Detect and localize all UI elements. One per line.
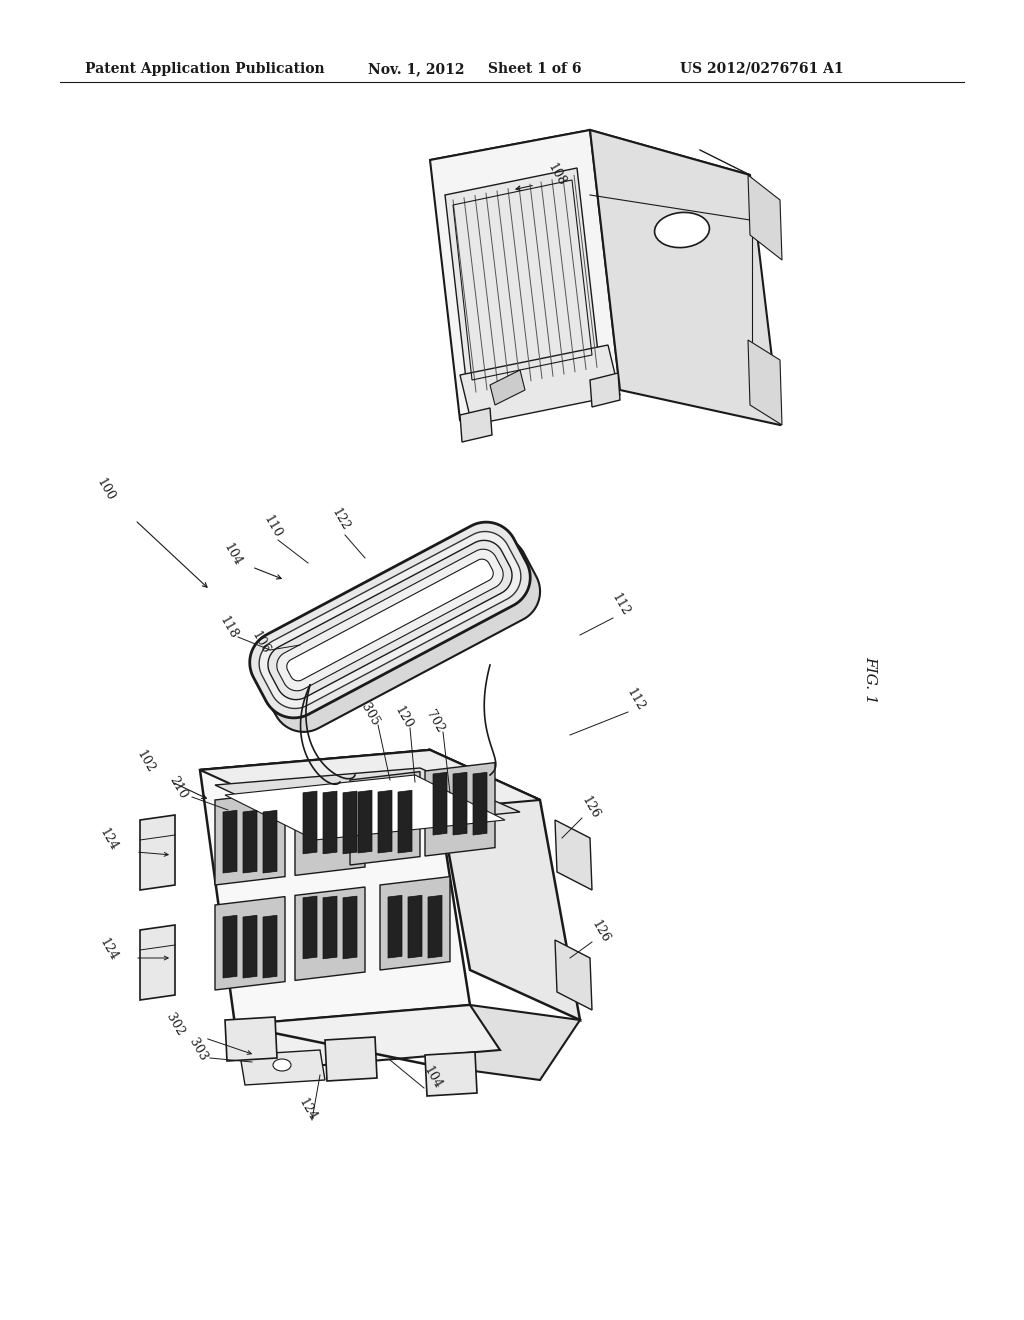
Polygon shape <box>276 549 503 690</box>
Text: 120: 120 <box>391 705 415 731</box>
Polygon shape <box>223 915 237 978</box>
Text: 104: 104 <box>421 1064 443 1092</box>
Text: 112: 112 <box>608 591 632 619</box>
Polygon shape <box>234 1005 500 1071</box>
Polygon shape <box>200 750 470 1026</box>
Text: US 2012/0276761 A1: US 2012/0276761 A1 <box>680 62 844 77</box>
Polygon shape <box>430 129 620 420</box>
Polygon shape <box>240 1049 325 1085</box>
Polygon shape <box>430 129 750 205</box>
Polygon shape <box>140 814 175 890</box>
Text: 108: 108 <box>545 161 568 189</box>
Polygon shape <box>323 791 337 854</box>
Polygon shape <box>473 772 487 836</box>
Polygon shape <box>378 791 392 853</box>
Polygon shape <box>343 896 357 958</box>
Polygon shape <box>490 370 525 405</box>
Polygon shape <box>323 896 337 958</box>
Text: 126: 126 <box>579 795 601 821</box>
Polygon shape <box>433 772 447 836</box>
Polygon shape <box>590 374 620 407</box>
Polygon shape <box>325 1038 377 1081</box>
Polygon shape <box>388 895 402 958</box>
Polygon shape <box>215 792 285 884</box>
Text: 102: 102 <box>133 748 157 776</box>
Polygon shape <box>259 532 521 709</box>
Text: 104: 104 <box>220 541 244 569</box>
Polygon shape <box>268 540 512 700</box>
Text: 702: 702 <box>424 709 446 735</box>
Polygon shape <box>428 895 442 958</box>
Text: 302: 302 <box>164 1011 186 1039</box>
Polygon shape <box>200 750 540 820</box>
Text: 122: 122 <box>329 507 351 533</box>
Polygon shape <box>259 536 540 731</box>
Polygon shape <box>303 896 317 958</box>
Polygon shape <box>215 896 285 990</box>
Text: 124: 124 <box>295 1097 318 1123</box>
Text: 305: 305 <box>358 701 382 729</box>
Polygon shape <box>200 750 540 820</box>
Polygon shape <box>445 168 600 397</box>
Polygon shape <box>215 768 520 832</box>
Text: 303: 303 <box>186 1036 210 1064</box>
Polygon shape <box>425 1052 477 1096</box>
Polygon shape <box>460 345 620 425</box>
Polygon shape <box>430 750 580 1020</box>
Polygon shape <box>295 887 365 981</box>
Polygon shape <box>250 523 530 718</box>
Polygon shape <box>225 1016 278 1061</box>
Polygon shape <box>350 772 420 865</box>
Text: FIG. 1: FIG. 1 <box>863 656 877 704</box>
Polygon shape <box>243 915 257 978</box>
Text: 106: 106 <box>249 630 271 656</box>
Text: 124: 124 <box>96 936 120 964</box>
Ellipse shape <box>654 213 710 248</box>
Text: 112: 112 <box>624 686 646 714</box>
Polygon shape <box>263 915 278 978</box>
Text: 210: 210 <box>167 775 189 801</box>
Ellipse shape <box>273 1059 291 1071</box>
Polygon shape <box>358 791 372 853</box>
Polygon shape <box>343 791 357 854</box>
Polygon shape <box>748 341 782 425</box>
Text: 126: 126 <box>589 919 611 945</box>
Polygon shape <box>555 940 592 1010</box>
Text: Nov. 1, 2012: Nov. 1, 2012 <box>368 62 465 77</box>
Text: Patent Application Publication: Patent Application Publication <box>85 62 325 77</box>
Text: 100: 100 <box>93 477 117 504</box>
Polygon shape <box>408 895 422 958</box>
Polygon shape <box>555 820 592 890</box>
Polygon shape <box>303 791 317 854</box>
Polygon shape <box>453 772 467 836</box>
Polygon shape <box>223 810 237 873</box>
Polygon shape <box>243 810 257 873</box>
Polygon shape <box>225 775 505 840</box>
Polygon shape <box>398 791 412 853</box>
Polygon shape <box>590 129 780 425</box>
Text: 124: 124 <box>96 826 120 854</box>
Text: Sheet 1 of 6: Sheet 1 of 6 <box>488 62 582 77</box>
Polygon shape <box>460 408 492 442</box>
Polygon shape <box>748 176 782 260</box>
Polygon shape <box>425 763 495 855</box>
Text: 118: 118 <box>216 614 240 642</box>
Polygon shape <box>140 925 175 1001</box>
Polygon shape <box>263 810 278 873</box>
Text: 110: 110 <box>260 513 284 541</box>
Polygon shape <box>287 560 494 681</box>
Polygon shape <box>430 1005 580 1080</box>
Polygon shape <box>295 781 365 875</box>
Polygon shape <box>380 876 450 970</box>
